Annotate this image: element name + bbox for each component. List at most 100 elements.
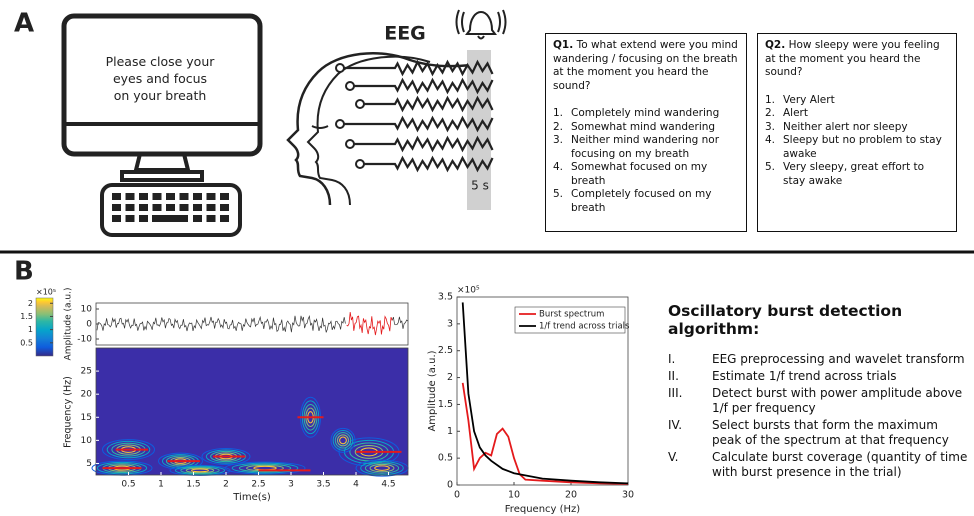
key bbox=[193, 193, 202, 200]
y-axis-label: Frequency (Hz) bbox=[63, 376, 74, 448]
monitor-stand bbox=[122, 154, 202, 180]
y-tick-label: 2.5 bbox=[438, 345, 453, 356]
figure: A Please close youreyes and focuson your… bbox=[0, 0, 974, 516]
y-tick-label: -10 bbox=[77, 335, 92, 345]
option: 5.Completely focused on my breath bbox=[553, 188, 739, 215]
option: 2.Alert bbox=[765, 107, 949, 121]
key bbox=[153, 193, 162, 200]
electrode bbox=[356, 160, 364, 168]
option: 3.Neither mind wandering nor focusing on… bbox=[553, 134, 739, 161]
y-tick-label: 20 bbox=[81, 390, 93, 400]
key bbox=[152, 215, 188, 222]
x-tick-label: 1.5 bbox=[186, 480, 200, 490]
x-tick-label: 3 bbox=[288, 480, 294, 490]
question-number: Q2. bbox=[765, 39, 785, 51]
y-tick-label: 1.5 bbox=[438, 399, 453, 410]
key bbox=[139, 215, 148, 222]
x-tick-label: 1 bbox=[158, 480, 164, 490]
x-tick-label: 3.5 bbox=[316, 480, 330, 490]
x-axis-label: Time(s) bbox=[232, 492, 271, 503]
option-number: 3. bbox=[553, 134, 571, 161]
colorbar-tick-label: 1.5 bbox=[20, 312, 33, 321]
key bbox=[207, 215, 216, 222]
key bbox=[220, 193, 229, 200]
colorbar-multiplier: ×10⁵ bbox=[36, 288, 56, 297]
x-tick-label: 30 bbox=[622, 490, 634, 501]
option: 1.Completely mind wandering bbox=[553, 107, 739, 121]
interval-label: 5 s bbox=[471, 179, 489, 193]
option-text: Completely focused on my breath bbox=[571, 188, 739, 215]
question-number: Q1. bbox=[553, 39, 573, 51]
y-axis-label: Amplitude (a.u.) bbox=[427, 350, 438, 431]
key bbox=[112, 193, 121, 200]
colorbar-tick-label: 0.5 bbox=[20, 338, 33, 347]
option-number: 2. bbox=[765, 107, 783, 121]
key bbox=[220, 215, 229, 222]
electrode bbox=[346, 82, 354, 90]
question: Q1. To what extend were you mind wanderi… bbox=[553, 39, 739, 93]
option-text: Somewhat focused on my breath bbox=[571, 161, 739, 188]
x-tick-label: 20 bbox=[565, 490, 577, 501]
option-text: Somewhat mind wandering bbox=[571, 121, 715, 135]
step-numeral: I. bbox=[668, 352, 712, 367]
question: Q2. How sleepy were you feeling at the m… bbox=[765, 39, 949, 80]
eeg-label: EEG bbox=[384, 23, 426, 45]
x-tick-label: 10 bbox=[508, 490, 520, 501]
closed-eye bbox=[312, 126, 328, 128]
option-number: 4. bbox=[553, 161, 571, 188]
y-tick-label: 5 bbox=[86, 459, 92, 469]
screen-text: Please close youreyes and focuson your b… bbox=[106, 54, 216, 103]
key bbox=[112, 215, 121, 222]
key bbox=[126, 193, 135, 200]
option-text: Very sleepy, great effort to stay awake bbox=[783, 161, 949, 188]
key bbox=[139, 193, 148, 200]
step-text: Select bursts that form the maximum peak… bbox=[712, 418, 968, 448]
option-text: Completely mind wandering bbox=[571, 107, 719, 121]
question-text: How sleepy were you feeling at the momen… bbox=[765, 39, 940, 78]
y-tick-label: 2 bbox=[447, 372, 453, 383]
x-tick-label: 2 bbox=[223, 480, 229, 490]
option-number: 3. bbox=[765, 121, 783, 135]
key bbox=[193, 204, 202, 211]
step-numeral: II. bbox=[668, 369, 712, 384]
y-tick-label: 25 bbox=[81, 367, 92, 377]
key bbox=[153, 204, 162, 211]
question-box: Q1. To what extend were you mind wanderi… bbox=[545, 33, 747, 232]
option: 5.Very sleepy, great effort to stay awak… bbox=[765, 161, 949, 188]
y-axis-label: Amplitude (a.u.) bbox=[64, 288, 74, 361]
y-tick-label: 3.5 bbox=[438, 292, 453, 303]
step-text: Detect burst with power amplitude above … bbox=[712, 386, 968, 416]
option: 4.Somewhat focused on my breath bbox=[553, 161, 739, 188]
question-text: To what extend were you mind wandering /… bbox=[553, 39, 738, 92]
key bbox=[126, 204, 135, 211]
panel-label: B bbox=[14, 257, 34, 287]
key bbox=[166, 204, 175, 211]
y-tick-label: 3 bbox=[447, 318, 453, 329]
option-text: Neither alert nor sleepy bbox=[783, 121, 908, 135]
y-tick-label: 10 bbox=[81, 305, 93, 315]
algorithm-step: IV.Select bursts that form the maximum p… bbox=[668, 418, 968, 448]
step-text: EEG preprocessing and wavelet transform bbox=[712, 352, 965, 367]
bell-icon bbox=[457, 10, 506, 39]
key bbox=[166, 193, 175, 200]
electrode bbox=[346, 140, 354, 148]
algorithm: Oscillatory burst detection algorithm: I… bbox=[668, 302, 968, 482]
key bbox=[180, 204, 189, 211]
step-text: Calculate burst coverage (quantity of ti… bbox=[712, 450, 968, 480]
algorithm-step: V.Calculate burst coverage (quantity of … bbox=[668, 450, 968, 480]
algorithm-steps: I.EEG preprocessing and wavelet transfor… bbox=[668, 352, 968, 480]
option: 1.Very Alert bbox=[765, 94, 949, 108]
x-tick-label: 4.5 bbox=[381, 480, 395, 490]
x-tick-label: 2.5 bbox=[251, 480, 265, 490]
y-tick-label: 0 bbox=[447, 480, 453, 491]
option-number: 5. bbox=[553, 188, 571, 215]
step-numeral: IV. bbox=[668, 418, 712, 448]
key bbox=[112, 204, 121, 211]
colorbar-tick-label: 2 bbox=[28, 299, 33, 308]
head-outline bbox=[308, 57, 430, 205]
option-number: 1. bbox=[765, 94, 783, 108]
electrode bbox=[356, 100, 364, 108]
x-axis-label: Frequency (Hz) bbox=[505, 504, 581, 515]
option: 4.Sleepy but no problem to stay awake bbox=[765, 134, 949, 161]
